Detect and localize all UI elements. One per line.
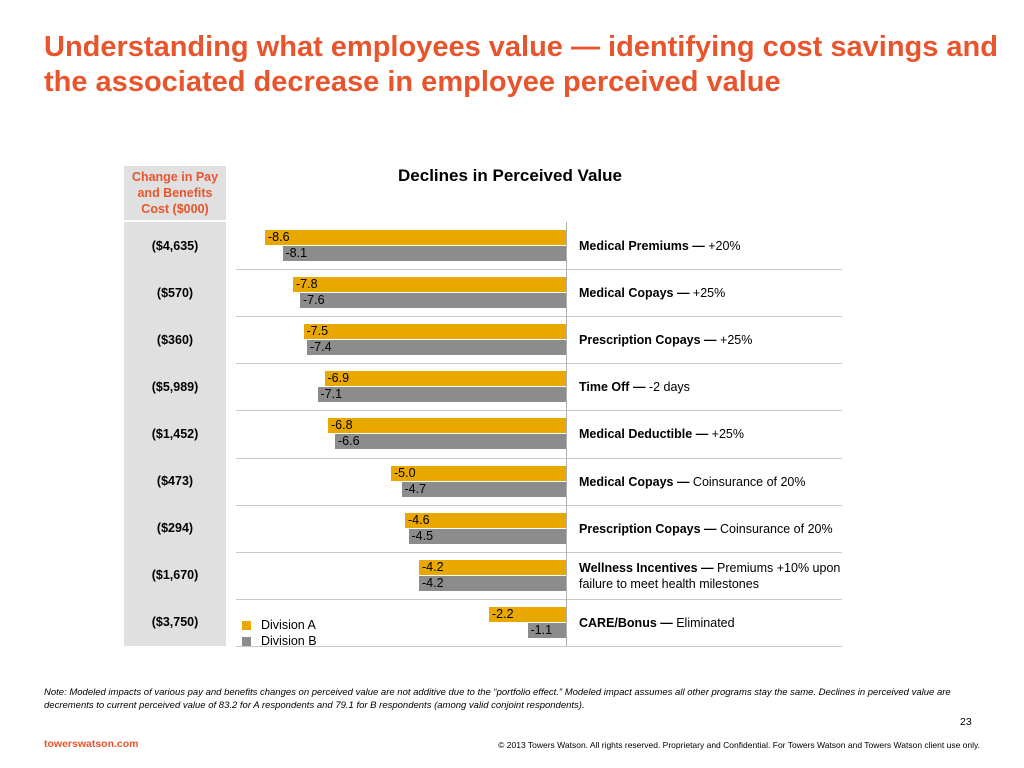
value-label-division-b: -4.2 — [422, 576, 444, 590]
value-label-division-b: -4.5 — [411, 529, 434, 543]
cost-column-header: Change in Pay and Benefits Cost ($000) — [124, 166, 226, 220]
legend-item-division-a: Division A — [242, 618, 316, 632]
change-label: Medical Premiums — +20% — [579, 222, 844, 269]
change-label-detail: Coinsurance of 20% — [689, 474, 806, 489]
value-label-division-b: -7.4 — [310, 340, 332, 354]
bar-division-a — [391, 466, 566, 481]
change-label-bold: Prescription Copays — — [579, 332, 717, 347]
change-label-bold: Medical Deductible — — [579, 426, 709, 441]
bar-division-a — [265, 230, 566, 245]
change-label-bold: Time Off — — [579, 379, 646, 394]
change-label-detail: -2 days — [645, 379, 690, 394]
value-label-division-a: -8.6 — [268, 230, 290, 244]
bar-division-a — [293, 277, 566, 292]
value-label-division-a: -5.0 — [394, 466, 416, 480]
page-title: Understanding what employees value — ide… — [44, 31, 998, 98]
cost-cell: ($1,670) — [151, 568, 199, 583]
change-label-bold: Prescription Copays — — [579, 521, 717, 536]
footnote: Note: Modeled impacts of various pay and… — [44, 687, 951, 711]
page-number: 23 — [960, 716, 972, 728]
row-divider — [236, 316, 842, 317]
row-divider — [236, 599, 842, 600]
change-label-detail: +20% — [704, 238, 741, 253]
change-label: Prescription Copays — +25% — [579, 316, 844, 363]
bar-division-a — [419, 560, 566, 575]
change-label-bold: Medical Premiums — — [579, 238, 705, 253]
bar-division-b — [401, 482, 566, 497]
cost-cell: ($360) — [156, 332, 194, 347]
cost-cell: ($5,989) — [151, 379, 199, 394]
change-label-bold: Wellness Incentives — — [579, 560, 714, 575]
value-label-division-b: -1.1 — [530, 623, 553, 637]
change-label: Medical Copays — +25% — [579, 269, 844, 316]
cost-cell: ($3,750) — [151, 615, 199, 630]
bar-division-b — [282, 246, 566, 261]
cost-cell: ($570) — [156, 285, 194, 300]
value-label-division-b: -7.1 — [320, 387, 343, 401]
bar-division-a — [328, 418, 566, 433]
change-label-detail: Coinsurance of 20% — [716, 521, 833, 536]
zero-axis — [566, 222, 567, 646]
bar-division-b — [335, 434, 566, 449]
legend-label-division-a: Division A — [261, 618, 316, 632]
value-label-division-a: -4.6 — [408, 513, 430, 527]
change-label: Medical Deductible — +25% — [579, 410, 844, 457]
row-divider — [236, 410, 842, 411]
value-label-division-a: -4.2 — [422, 560, 444, 574]
value-label-division-b: -7.6 — [303, 293, 325, 307]
change-label: Time Off — -2 days — [579, 363, 844, 410]
bar-division-b — [408, 529, 566, 544]
cost-cell: ($1,452) — [151, 426, 199, 441]
value-label-division-a: -7.8 — [296, 277, 318, 291]
value-label-division-a: -7.5 — [306, 324, 329, 338]
change-label-detail: +25% — [708, 426, 744, 441]
cost-cell: ($473) — [156, 474, 194, 488]
row-divider — [236, 505, 842, 506]
bar-division-b — [419, 576, 566, 591]
copyright-notice: © 2013 Towers Watson. All rights reserve… — [498, 740, 980, 750]
row-divider — [236, 552, 842, 553]
brand-link[interactable]: towerswatson.com — [44, 738, 139, 750]
bar-division-a — [303, 324, 566, 339]
bar-division-b — [527, 623, 566, 638]
legend-label-division-b: Division B — [261, 634, 317, 648]
chart-title: Declines in Perceived Value — [398, 166, 622, 185]
change-label-detail: +25% — [689, 285, 726, 300]
legend-swatch-division-a — [242, 620, 251, 630]
change-label-detail: Premiums +10% upon failure to meet healt… — [579, 560, 841, 591]
legend-swatch-division-b — [242, 636, 251, 646]
change-label-bold: Medical Copays — — [579, 474, 690, 489]
value-label-division-a: -6.9 — [327, 371, 350, 385]
change-label: Prescription Copays — Coinsurance of 20% — [579, 505, 844, 552]
value-label-division-b: -4.7 — [404, 482, 427, 496]
change-label-detail: Eliminated — [672, 615, 735, 630]
row-divider — [236, 269, 842, 270]
change-label: CARE/Bonus — Eliminated — [579, 599, 844, 646]
change-label-bold: Medical Copays — — [579, 285, 690, 300]
cost-column: ($4,635) ($570) ($360) ($5,989) ($1,452) ($47… — [124, 222, 226, 646]
row-divider — [236, 458, 842, 459]
value-label-division-a: -2.2 — [492, 607, 514, 621]
bar-division-b — [317, 387, 566, 402]
bar-division-b — [300, 293, 566, 308]
change-label-bold: CARE/Bonus — — [579, 615, 673, 630]
change-label: Wellness Incentives — Premiums +10% upon… — [579, 552, 844, 599]
legend-item-division-b: Division B — [242, 634, 317, 648]
bar-division-a — [489, 607, 566, 622]
change-label: Medical Copays — Coinsurance of 20% — [579, 458, 844, 505]
change-label-detail: +25% — [716, 332, 753, 347]
bar-division-a — [405, 513, 566, 528]
cost-cell: ($294) — [156, 521, 194, 536]
bar-division-a — [324, 371, 566, 386]
cost-cell: ($4,635) — [151, 238, 199, 253]
value-label-division-a: -6.8 — [331, 418, 353, 432]
bar-division-b — [307, 340, 566, 355]
value-label-division-b: -8.1 — [285, 246, 308, 260]
value-label-division-b: -6.6 — [338, 434, 360, 448]
row-divider — [236, 363, 842, 364]
row-divider — [236, 646, 842, 647]
